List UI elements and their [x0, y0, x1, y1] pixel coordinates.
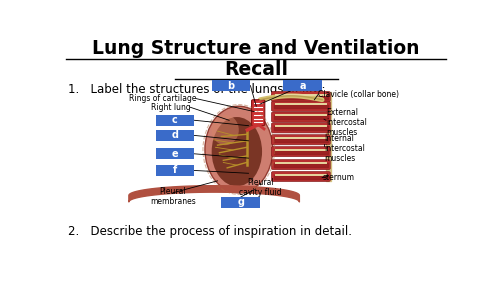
Ellipse shape: [205, 106, 272, 193]
Text: Recall: Recall: [224, 60, 288, 79]
FancyBboxPatch shape: [156, 165, 194, 176]
Text: a: a: [300, 81, 306, 91]
FancyBboxPatch shape: [284, 80, 322, 91]
FancyBboxPatch shape: [156, 130, 194, 141]
Text: Internal
intercostal
muscles: Internal intercostal muscles: [324, 134, 365, 163]
Text: b: b: [228, 81, 234, 91]
Text: sternum: sternum: [322, 173, 354, 182]
Text: Right lung: Right lung: [150, 103, 190, 112]
FancyBboxPatch shape: [156, 148, 194, 159]
Text: Rings of cartilage: Rings of cartilage: [128, 94, 196, 103]
Text: c: c: [172, 115, 178, 125]
FancyBboxPatch shape: [272, 123, 330, 133]
Text: d: d: [172, 130, 178, 140]
Text: 2.   Describe the process of inspiration in detail.: 2. Describe the process of inspiration i…: [68, 225, 352, 238]
Text: e: e: [172, 149, 178, 159]
FancyBboxPatch shape: [272, 112, 330, 122]
Text: 1.   Label the structures of the lungs below:: 1. Label the structures of the lungs bel…: [68, 83, 326, 96]
Text: Pleural
cavity fluid: Pleural cavity fluid: [239, 178, 282, 197]
Text: Clavicle (collar bone): Clavicle (collar bone): [318, 90, 399, 99]
Text: Pleural
membranes: Pleural membranes: [150, 187, 196, 206]
FancyBboxPatch shape: [272, 160, 330, 170]
FancyBboxPatch shape: [272, 171, 330, 182]
Ellipse shape: [212, 117, 262, 186]
Text: g: g: [238, 198, 244, 207]
FancyBboxPatch shape: [272, 91, 330, 101]
FancyBboxPatch shape: [272, 101, 330, 111]
FancyBboxPatch shape: [156, 115, 194, 126]
FancyBboxPatch shape: [212, 80, 250, 91]
Text: External
intercostal
muscles: External intercostal muscles: [326, 108, 367, 137]
FancyBboxPatch shape: [252, 100, 265, 126]
Text: f: f: [173, 166, 177, 175]
FancyBboxPatch shape: [272, 135, 330, 145]
FancyBboxPatch shape: [272, 147, 330, 157]
Ellipse shape: [212, 115, 239, 145]
FancyBboxPatch shape: [222, 197, 260, 208]
Text: Lung Structure and Ventilation: Lung Structure and Ventilation: [92, 39, 420, 58]
